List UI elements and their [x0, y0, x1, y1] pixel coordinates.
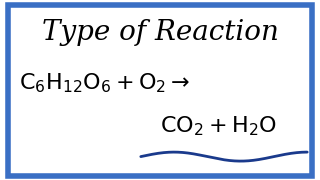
Text: Type of Reaction: Type of Reaction — [42, 19, 278, 46]
Text: $\mathrm{C_6H_{12}O_6 + O_2 \rightarrow}$: $\mathrm{C_6H_{12}O_6 + O_2 \rightarrow}… — [19, 71, 190, 95]
Text: $\mathrm{CO_2 + H_2O}$: $\mathrm{CO_2 + H_2O}$ — [160, 114, 277, 138]
